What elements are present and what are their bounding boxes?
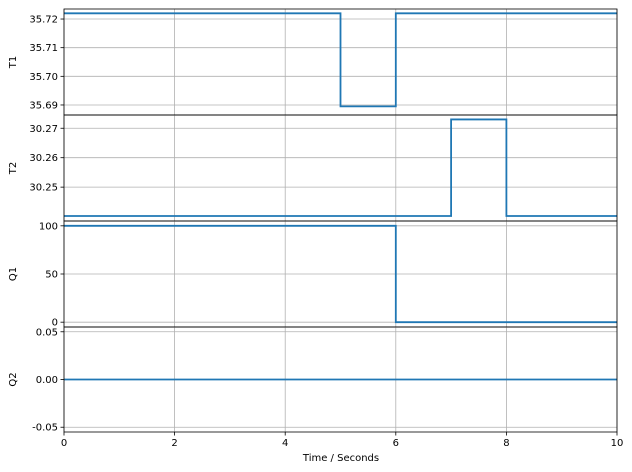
y-tick-label: 35.70 (29, 72, 58, 83)
y-tick-label: 30.27 (29, 124, 58, 135)
y-tick-label: 30.26 (29, 153, 58, 164)
subplot-t2: 30.25 30.26 30.27 T2 (8, 114, 618, 222)
x-axis-label: Time / Seconds (302, 453, 379, 464)
series-line-q1 (64, 224, 617, 324)
x-tick-label: 4 (282, 438, 288, 449)
subplot-t1: 35.69 35.70 35.71 35.72 T1 (8, 8, 618, 116)
axes-frame (63, 326, 618, 433)
x-tick-label: 10 (611, 438, 624, 449)
y-tick-label: 50 (45, 270, 58, 281)
axes-frame (63, 114, 618, 222)
series-line-t2 (64, 118, 617, 217)
y-tick-label: 0.00 (36, 375, 58, 386)
y-tick-label: 30.25 (29, 183, 58, 194)
y-tick-label: 0 (52, 318, 58, 329)
y-tick-label: 35.71 (29, 43, 58, 54)
subplot-q1: 0 50 100 Q1 (8, 220, 618, 329)
y-tick-label: 0.05 (36, 327, 58, 338)
x-axis: 0 2 4 6 8 10 (61, 432, 624, 449)
x-tick-label: 0 (61, 438, 67, 449)
y-axis-label-t1: T1 (8, 56, 19, 69)
y-tick-label: 35.69 (29, 100, 58, 111)
y-axis-label-q1: Q1 (8, 267, 19, 281)
x-tick-label: 2 (171, 438, 177, 449)
y-tick-label: 35.72 (29, 15, 58, 26)
x-tick-label: 8 (503, 438, 509, 449)
subplot-q2: -0.05 0.00 0.05 Q2 (8, 326, 618, 434)
series-line-t1 (64, 12, 617, 108)
y-tick-label: 100 (39, 221, 58, 232)
y-tick-label: -0.05 (32, 423, 58, 434)
y-axis-label-t2: T2 (8, 162, 19, 175)
y-axis-label-q2: Q2 (8, 372, 19, 386)
x-tick-label: 6 (393, 438, 399, 449)
